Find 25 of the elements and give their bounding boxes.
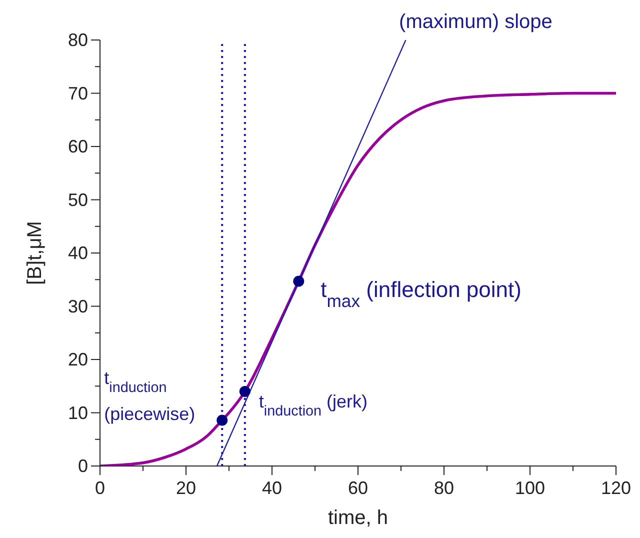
y-tick-label: 0	[78, 456, 88, 476]
x-tick-label: 80	[434, 478, 454, 498]
y-tick-label: 70	[68, 83, 88, 104]
x-tick-label: 20	[176, 478, 196, 498]
y-tick-label: 80	[68, 30, 88, 50]
annotation: t$_{max}$ (inflection point)	[320, 277, 522, 312]
annotation: (maximum) slope	[399, 11, 552, 33]
x-axis-title: time, h	[328, 507, 388, 529]
x-tick-label: 120	[600, 478, 632, 498]
point	[239, 386, 250, 397]
annotation: t$_{induction}$ (jerk)	[258, 391, 368, 420]
annotation: t$_{induction}$ (piecewise)	[104, 368, 196, 424]
x-tick-label: 40	[262, 478, 282, 498]
point	[216, 414, 228, 426]
y-tick-label: 30	[68, 296, 88, 316]
x-tick-label: 0	[94, 478, 106, 498]
y-tick-label: 10	[68, 402, 88, 423]
y-tick-label: 40	[68, 243, 88, 263]
x-tick-label: 100	[514, 478, 546, 498]
point	[293, 276, 304, 287]
y-tick-label: 20	[68, 350, 88, 370]
y-axis-title: [B]t,μM	[24, 221, 46, 285]
y-tick-label: 50	[68, 190, 88, 210]
x-tick-label: 60	[348, 478, 368, 498]
y-tick-label: 60	[68, 136, 88, 156]
